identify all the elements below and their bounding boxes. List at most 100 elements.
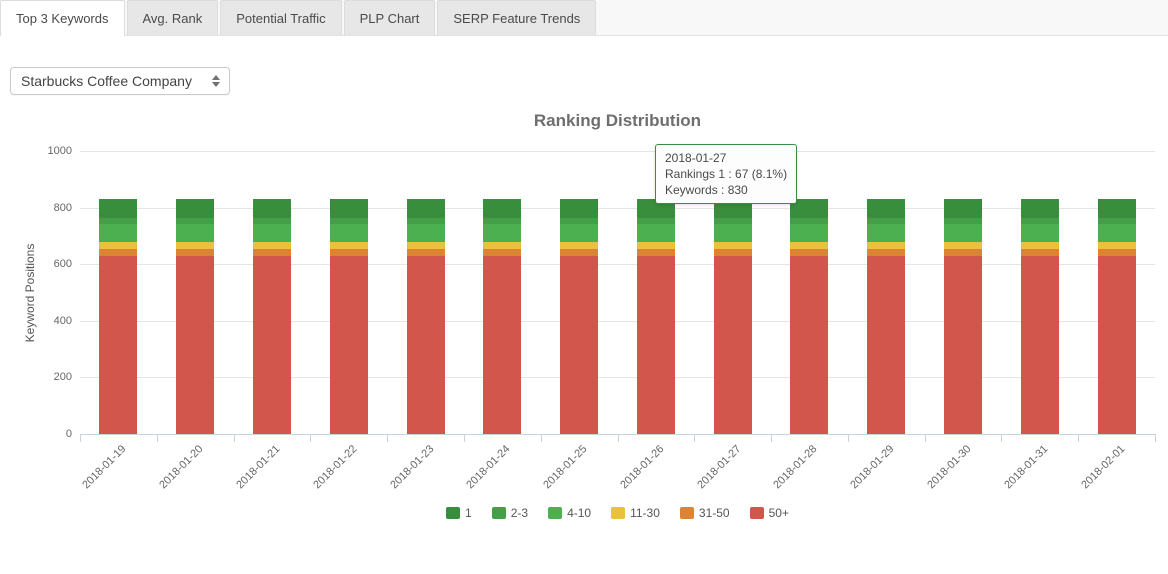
bar-segment-1[interactable]	[252, 199, 291, 219]
bar-segment-1[interactable]	[560, 199, 599, 219]
bar-segment-2-3[interactable]	[1020, 218, 1059, 224]
chart-tooltip: 2018-01-27 Rankings 1 : 67 (8.1%) Keywor…	[655, 144, 798, 204]
bar-segment-1[interactable]	[406, 199, 445, 219]
bar-segment-50plus[interactable]	[560, 255, 599, 434]
bar-segment-2-3[interactable]	[329, 218, 368, 224]
bar-segment-11-30[interactable]	[713, 241, 752, 250]
bar-segment-1[interactable]	[99, 199, 138, 219]
tab-plp-chart[interactable]: PLP Chart	[343, 0, 436, 35]
tab-potential-traffic[interactable]: Potential Traffic	[220, 0, 342, 35]
bar-segment-31-50[interactable]	[713, 249, 752, 256]
tab-serp-feature-trends[interactable]: SERP Feature Trends	[437, 0, 597, 35]
bar-segment-31-50[interactable]	[790, 249, 829, 256]
bar-segment-2-3[interactable]	[176, 218, 215, 224]
bar-segment-1[interactable]	[176, 199, 215, 219]
bar-segment-2-3[interactable]	[713, 218, 752, 224]
bar-segment-4-10[interactable]	[790, 224, 829, 242]
x-axis-tick	[771, 435, 773, 442]
bar-segment-1[interactable]	[329, 199, 368, 219]
bar-segment-31-50[interactable]	[406, 249, 445, 256]
bar-segment-2-3[interactable]	[790, 218, 829, 224]
bar-segment-4-10[interactable]	[406, 224, 445, 242]
bar-segment-11-30[interactable]	[176, 241, 215, 250]
bar-segment-2-3[interactable]	[944, 218, 983, 224]
bar-segment-4-10[interactable]	[1020, 224, 1059, 242]
bar-segment-31-50[interactable]	[329, 249, 368, 256]
legend-item-31-50[interactable]: 31-50	[679, 506, 730, 520]
bar-segment-11-30[interactable]	[406, 241, 445, 250]
legend-item-2-3[interactable]: 2-3	[491, 506, 528, 520]
bar-segment-1[interactable]	[483, 199, 522, 219]
bar-segment-50plus[interactable]	[406, 255, 445, 434]
bar-segment-1[interactable]	[1020, 199, 1059, 219]
bar-segment-2-3[interactable]	[483, 218, 522, 224]
bar-segment-11-30[interactable]	[1020, 241, 1059, 250]
x-axis-line	[80, 434, 1156, 435]
bar-segment-11-30[interactable]	[252, 241, 291, 250]
bar-segment-50plus[interactable]	[790, 255, 829, 434]
bar-segment-31-50[interactable]	[636, 249, 675, 256]
bar-segment-2-3[interactable]	[99, 218, 138, 224]
bar-segment-31-50[interactable]	[1097, 249, 1136, 256]
bar-segment-1[interactable]	[944, 199, 983, 219]
bar-segment-4-10[interactable]	[176, 224, 215, 242]
bar-segment-50plus[interactable]	[1097, 255, 1136, 434]
bar-segment-1[interactable]	[1097, 199, 1136, 219]
bar-segment-50plus[interactable]	[176, 255, 215, 434]
bar-segment-2-3[interactable]	[252, 218, 291, 224]
bar-segment-31-50[interactable]	[483, 249, 522, 256]
bar-segment-4-10[interactable]	[867, 224, 906, 242]
legend-item-11-30[interactable]: 11-30	[611, 506, 660, 520]
bar-segment-2-3[interactable]	[1097, 218, 1136, 224]
bar-segment-11-30[interactable]	[329, 241, 368, 250]
bar-segment-11-30[interactable]	[99, 241, 138, 250]
bar-segment-11-30[interactable]	[867, 241, 906, 250]
bar-segment-50plus[interactable]	[944, 255, 983, 434]
x-axis-tick	[233, 435, 235, 442]
bar-segment-31-50[interactable]	[176, 249, 215, 256]
bar-segment-2-3[interactable]	[406, 218, 445, 224]
bar-segment-31-50[interactable]	[560, 249, 599, 256]
bar-segment-4-10[interactable]	[713, 224, 752, 242]
bar-segment-4-10[interactable]	[1097, 224, 1136, 242]
bar-segment-4-10[interactable]	[483, 224, 522, 242]
legend-item-50plus[interactable]: 50+	[749, 506, 789, 520]
legend-item-4-10[interactable]: 4-10	[548, 506, 591, 520]
bar-segment-31-50[interactable]	[1020, 249, 1059, 256]
legend-item-1[interactable]: 1	[446, 506, 472, 520]
bar-segment-31-50[interactable]	[252, 249, 291, 256]
bar-segment-1[interactable]	[867, 199, 906, 219]
bar-segment-50plus[interactable]	[1020, 255, 1059, 434]
bar-segment-4-10[interactable]	[99, 224, 138, 242]
bar-segment-50plus[interactable]	[867, 255, 906, 434]
bar-segment-31-50[interactable]	[867, 249, 906, 256]
bar-segment-11-30[interactable]	[560, 241, 599, 250]
bar-segment-11-30[interactable]	[483, 241, 522, 250]
x-axis-tick	[1155, 435, 1156, 442]
bar-segment-2-3[interactable]	[867, 218, 906, 224]
bar-segment-4-10[interactable]	[944, 224, 983, 242]
tab-avg-rank[interactable]: Avg. Rank	[126, 0, 219, 35]
bar-segment-50plus[interactable]	[99, 255, 138, 434]
bar-segment-11-30[interactable]	[790, 241, 829, 250]
bar-segment-2-3[interactable]	[560, 218, 599, 224]
bar-segment-50plus[interactable]	[329, 255, 368, 434]
bar-segment-50plus[interactable]	[713, 255, 752, 434]
bar-segment-50plus[interactable]	[252, 255, 291, 434]
tab-top-3-keywords[interactable]: Top 3 Keywords	[0, 0, 125, 36]
bar-segment-4-10[interactable]	[252, 224, 291, 242]
bar-segment-4-10[interactable]	[329, 224, 368, 242]
bar-segment-11-30[interactable]	[1097, 241, 1136, 250]
bar-segment-11-30[interactable]	[944, 241, 983, 250]
bar-segment-31-50[interactable]	[99, 249, 138, 256]
bar-segment-1[interactable]	[790, 199, 829, 219]
legend-swatch	[491, 507, 506, 519]
bar-segment-2-3[interactable]	[636, 218, 675, 224]
bar-segment-4-10[interactable]	[560, 224, 599, 242]
bar-segment-31-50[interactable]	[944, 249, 983, 256]
bar-segment-50plus[interactable]	[483, 255, 522, 434]
bar-segment-50plus[interactable]	[636, 255, 675, 434]
bar-segment-4-10[interactable]	[636, 224, 675, 242]
site-select[interactable]: Starbucks Coffee Company	[10, 67, 230, 95]
bar-segment-11-30[interactable]	[636, 241, 675, 250]
